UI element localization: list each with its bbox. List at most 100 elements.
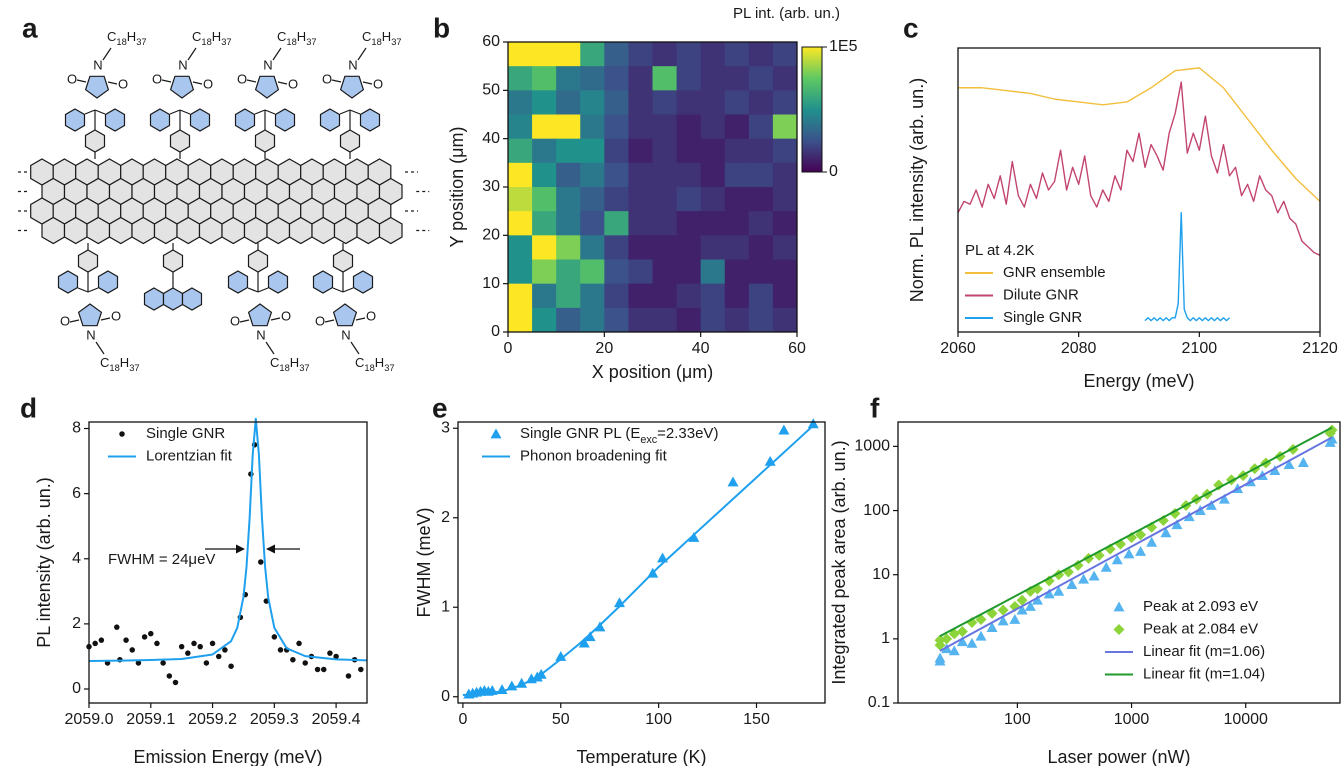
y-tick-label: 0 xyxy=(491,323,500,340)
marker-triangle xyxy=(1009,614,1020,624)
substituent-label-part: H xyxy=(382,29,391,44)
bond xyxy=(240,320,249,322)
marker-dot xyxy=(197,644,203,650)
atom-label: N xyxy=(263,57,272,72)
x-tick-label: 50 xyxy=(552,711,570,728)
ring xyxy=(276,109,295,131)
heatmap-cell xyxy=(653,163,677,188)
atom-label: N xyxy=(348,57,357,72)
atom-label: O xyxy=(152,71,162,86)
heatmap-cell xyxy=(653,139,677,164)
substituent-label: C18H37 xyxy=(355,355,395,373)
heatmap-cell xyxy=(508,66,532,91)
bond xyxy=(78,288,88,292)
bond xyxy=(273,48,281,60)
heatmap-cell xyxy=(749,90,773,115)
marker-dot xyxy=(99,637,105,643)
heatmap-cell xyxy=(628,66,652,91)
atom-label: O xyxy=(322,71,332,86)
substituent-label-part: 18 xyxy=(109,363,119,373)
atom-label: O xyxy=(373,76,383,91)
marker-triangle xyxy=(966,638,977,648)
heatmap-cell xyxy=(532,163,556,188)
ring xyxy=(86,130,105,152)
atom-label: N xyxy=(256,327,265,342)
ring xyxy=(290,218,313,244)
marker-dot xyxy=(148,631,154,637)
x-axis-label: Temperature (K) xyxy=(576,747,706,766)
heatmap-cell xyxy=(628,187,652,212)
ring xyxy=(222,218,245,244)
heatmap-cell xyxy=(556,66,580,91)
x-tick-label: 2100 xyxy=(1182,340,1218,357)
marker-dot xyxy=(358,667,364,673)
heatmap-cell xyxy=(556,90,580,115)
heatmap-cell xyxy=(580,66,604,91)
ring xyxy=(256,130,275,152)
marker-dot xyxy=(123,637,129,643)
heatmap-cell xyxy=(532,90,556,115)
atom-label: N xyxy=(178,57,187,72)
heatmap-cell xyxy=(628,211,652,236)
substituent-label-part: 18 xyxy=(201,37,211,47)
marker-dot xyxy=(290,657,296,663)
heatmap-cell xyxy=(556,284,580,309)
x-tick-label: 2120 xyxy=(1302,340,1338,357)
heatmap-cell xyxy=(677,66,701,91)
heatmap-cell xyxy=(677,260,701,285)
marker-triangle xyxy=(1135,546,1146,556)
heatmap-cell xyxy=(749,308,773,333)
bond xyxy=(170,110,180,114)
y-tick-label: 1 xyxy=(441,598,450,615)
heatmap-cell xyxy=(628,284,652,309)
bond xyxy=(266,342,274,354)
substituent-label-part: C xyxy=(192,29,201,44)
bond xyxy=(278,82,287,84)
bond xyxy=(255,110,265,114)
atom-label: O xyxy=(203,76,213,91)
heatmap-cell xyxy=(773,42,797,67)
bond xyxy=(95,110,105,114)
heatmap-cell xyxy=(508,90,532,115)
heatmap-cell xyxy=(749,163,773,188)
legend-label: Lorentzian fit xyxy=(146,447,233,464)
x-tick-label: 2060 xyxy=(940,340,976,357)
y-axis-label: Integrated peak area (arb. un.) xyxy=(829,440,849,684)
legend-label-part: Single GNR PL (E xyxy=(520,425,640,442)
ring xyxy=(312,218,335,244)
x-tick-label: 1000 xyxy=(1114,711,1150,728)
ring xyxy=(229,271,248,293)
substituent-label-part: 37 xyxy=(306,37,316,47)
marker-triangle xyxy=(935,653,946,663)
marker-dot xyxy=(185,650,191,656)
heatmap-cell xyxy=(604,260,628,285)
heatmap-cell xyxy=(604,90,628,115)
heatmap-cell xyxy=(725,235,749,260)
ring xyxy=(341,130,360,152)
annotation: FWHM = 24μeV xyxy=(108,551,215,568)
y-axis-label: PL intensity (arb. un.) xyxy=(34,477,54,647)
ring xyxy=(66,109,85,131)
heatmap-cell xyxy=(532,139,556,164)
heatmap-cell xyxy=(677,308,701,333)
atom-label: O xyxy=(67,71,77,86)
substituent-label-part: 37 xyxy=(299,363,309,373)
molecule-structure: OONC18H37OONC18H37OONC18H37OONC18H37OONC… xyxy=(18,29,429,373)
bond xyxy=(88,288,98,292)
series-line xyxy=(940,428,1332,637)
x-tick-label: 2080 xyxy=(1061,340,1097,357)
y-tick-label: 100 xyxy=(863,502,890,519)
heatmap-cell xyxy=(604,235,628,260)
ring xyxy=(267,218,290,244)
heatmap-cell xyxy=(653,42,677,67)
ring xyxy=(256,76,279,98)
marker-dot xyxy=(228,663,234,669)
heatmap-cell xyxy=(749,66,773,91)
heatmap-cell xyxy=(725,284,749,309)
heatmap-cell xyxy=(532,115,556,140)
bond xyxy=(363,82,372,84)
bond xyxy=(332,80,341,82)
heatmap-cell xyxy=(508,187,532,212)
ring xyxy=(65,218,88,244)
substituent-label-part: C xyxy=(270,355,279,370)
